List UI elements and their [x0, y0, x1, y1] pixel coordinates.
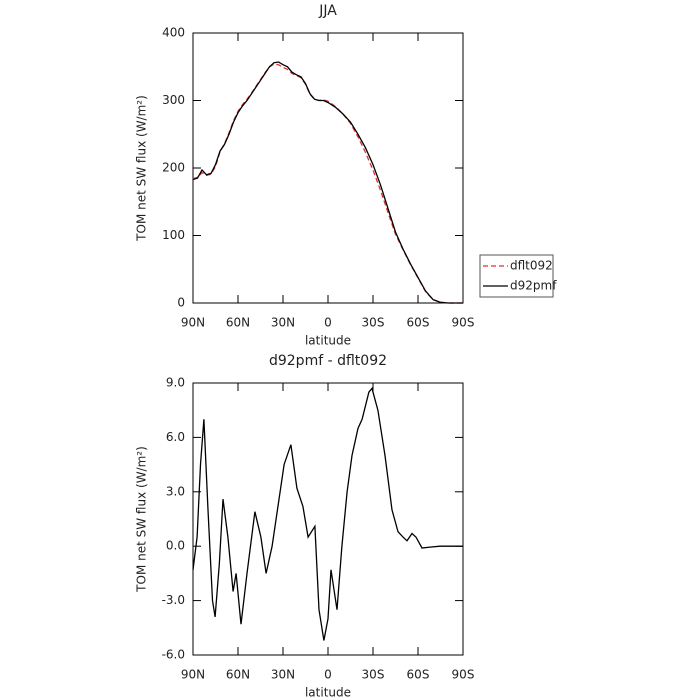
chart-title: d92pmf - dflt092: [269, 353, 387, 369]
plot-frame: [192, 32, 464, 304]
data-line: [192, 61, 463, 304]
y-tick-label: -6.0: [162, 648, 185, 662]
y-axis-label: TOM net SW flux (W/m²): [135, 95, 149, 242]
legend-box: [479, 254, 554, 298]
data-line: [192, 63, 463, 304]
y-tick-label: 200: [162, 161, 185, 175]
x-tick-label: 30N: [271, 316, 295, 330]
y-tick-label: 0.0: [166, 539, 185, 553]
x-tick-label: 30N: [271, 668, 295, 682]
y-tick-label: 0: [177, 296, 185, 310]
y-tick-label: 400: [162, 26, 185, 40]
y-tick-label: 300: [162, 93, 185, 107]
y-tick-label: -3.0: [162, 593, 185, 607]
y-tick-label: 6.0: [166, 430, 185, 444]
x-axis-label: latitude: [305, 686, 351, 700]
x-tick-label: 60N: [226, 668, 250, 682]
x-axis-label: latitude: [305, 334, 351, 348]
x-tick-label: 30S: [362, 668, 385, 682]
plot-frame: [192, 382, 464, 656]
x-tick-label: 90S: [452, 668, 475, 682]
y-tick-label: 3.0: [166, 484, 185, 498]
legend-label: d92pmf: [510, 279, 557, 293]
chart-title: JJA: [318, 3, 337, 19]
data-line: [192, 387, 463, 641]
y-axis-label: TOM net SW flux (W/m²): [135, 446, 149, 593]
x-tick-label: 60S: [407, 668, 430, 682]
x-tick-label: 90N: [181, 668, 205, 682]
x-tick-label: 90N: [181, 316, 205, 330]
legend-label: dflt092: [510, 259, 553, 273]
y-tick-label: 9.0: [166, 376, 185, 390]
x-tick-label: 90S: [452, 316, 475, 330]
x-tick-label: 60N: [226, 316, 250, 330]
y-tick-label: 100: [162, 228, 185, 242]
x-tick-label: 60S: [407, 316, 430, 330]
x-tick-label: 0: [324, 668, 332, 682]
x-tick-label: 30S: [362, 316, 385, 330]
x-tick-label: 0: [324, 316, 332, 330]
